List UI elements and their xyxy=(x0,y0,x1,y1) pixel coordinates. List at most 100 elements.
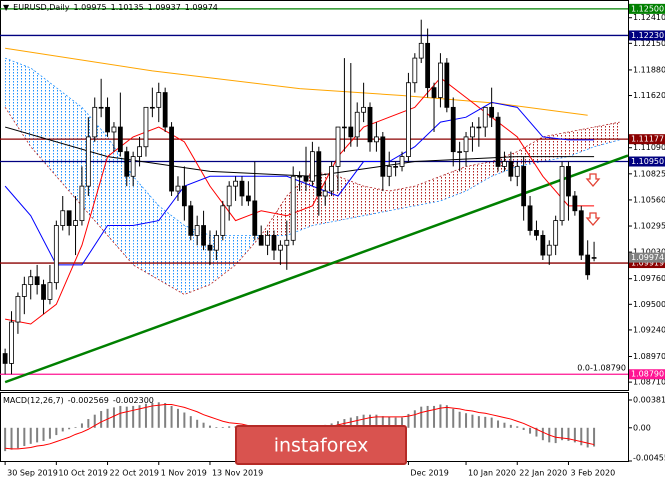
price-box-label: 1.12500 xyxy=(631,4,664,13)
x-tick-label: 1 Nov 2019 xyxy=(161,469,207,478)
candle-body xyxy=(553,220,559,246)
candle-body xyxy=(226,185,232,207)
candle-body xyxy=(591,257,597,259)
candle-body xyxy=(169,126,174,192)
price-box-label: 1.09919 xyxy=(631,259,664,268)
candle-body xyxy=(380,136,386,177)
y-tick-label: 1.11090 xyxy=(633,143,665,152)
candle-body xyxy=(342,126,347,129)
price-box-label: 1.09974 xyxy=(631,253,664,262)
candle-body xyxy=(105,106,110,133)
candle-body xyxy=(290,175,296,241)
candle-body xyxy=(335,126,341,167)
candle-body xyxy=(137,146,142,157)
candle-body xyxy=(252,200,258,236)
cloud-layer xyxy=(4,57,620,295)
candle-body xyxy=(412,57,418,84)
candle-body xyxy=(521,166,527,207)
candle-body xyxy=(60,210,66,226)
x-tick-label: 30 Sep 2019 xyxy=(7,469,58,478)
candle-body xyxy=(354,111,360,138)
price-box xyxy=(629,369,665,380)
y-tick-label: 1.10825 xyxy=(633,169,665,178)
candle-body xyxy=(245,195,251,202)
candle-body xyxy=(393,166,399,168)
indicator-line xyxy=(5,47,588,116)
macd-title: MACD(12,26,7) xyxy=(3,396,64,405)
x-tick-label: 10 Oct 2019 xyxy=(58,469,107,478)
candle-body xyxy=(21,284,27,297)
candle-body xyxy=(470,126,475,138)
candle-body xyxy=(489,106,495,118)
candle-body xyxy=(367,106,373,143)
macd-y-tick-label: 0.003815 xyxy=(633,395,665,404)
header: ▼ EURUSD,Daily 1.09975 1.10135 1.09937 1… xyxy=(3,3,218,12)
candle-body xyxy=(188,205,194,236)
candle-body xyxy=(277,244,283,251)
cloud-segment xyxy=(414,176,441,206)
candle-body xyxy=(418,42,424,59)
candle-body xyxy=(98,106,104,109)
y-tick-label: 1.08710 xyxy=(633,378,665,387)
candle-body xyxy=(482,106,488,128)
cloud-segment xyxy=(56,87,82,206)
macd-signal: -0.002300 xyxy=(112,396,154,405)
candle-body xyxy=(239,180,245,197)
cloud-segment xyxy=(133,176,159,280)
lines-layer xyxy=(0,8,629,452)
candle-body xyxy=(374,136,379,143)
candle-body xyxy=(572,195,578,212)
x-tick-label: 10 Jan 2020 xyxy=(468,469,516,478)
candle-body xyxy=(322,190,328,197)
y-tick-label: 1.11880 xyxy=(633,65,665,74)
candle-body xyxy=(271,234,277,251)
candle-body xyxy=(34,276,40,286)
cloud-segment xyxy=(363,186,390,216)
fib-label: 0.0-1.08790 xyxy=(577,364,626,373)
header-close: 1.09974 xyxy=(184,3,218,12)
price-box xyxy=(629,30,665,41)
axis-layer: 1.12410 1.12150 1.11880 1.11620 1.11090 1.108… xyxy=(4,3,665,478)
main-frame xyxy=(0,0,629,391)
candle-body xyxy=(399,156,405,167)
candle-body xyxy=(162,92,168,128)
cloud-segment xyxy=(389,186,415,211)
candle-body xyxy=(156,92,162,108)
candle-body xyxy=(2,353,8,364)
candle-body xyxy=(566,166,571,197)
candle-body xyxy=(79,185,85,222)
candle-body xyxy=(9,321,14,364)
price-box-label: 1.08790 xyxy=(631,370,664,379)
header-low: 1.09937 xyxy=(147,3,181,12)
candle-body xyxy=(559,166,565,222)
candle-body xyxy=(585,254,591,276)
x-tick-label: 22 Oct 2019 xyxy=(110,469,159,478)
x-tick-label: Dec 2019 xyxy=(410,469,448,478)
candle-body xyxy=(66,210,72,226)
candle-body xyxy=(265,234,270,246)
candle-body xyxy=(92,106,98,138)
x-tick-label: 13 Nov 2019 xyxy=(212,469,263,478)
candle-body xyxy=(220,205,226,236)
x-tick-label: 22 Jan 2020 xyxy=(519,469,567,478)
y-tick-label: 1.09500 xyxy=(633,300,665,309)
price-box-label: 1.12230 xyxy=(631,31,664,40)
candle-body xyxy=(73,220,78,226)
candle-body xyxy=(41,284,46,300)
y-tick-label: 1.10560 xyxy=(633,195,665,204)
macd-y-tick-label: -0.004556 xyxy=(633,454,665,463)
price-box-label: 1.10950 xyxy=(631,157,664,166)
candle-body xyxy=(502,161,507,167)
cloud-span xyxy=(4,107,620,295)
candle-body xyxy=(514,166,520,177)
candle-body xyxy=(476,126,482,129)
cloud-segment xyxy=(440,166,467,201)
candle-body xyxy=(527,205,533,231)
y-tick-label: 1.10295 xyxy=(633,222,665,231)
candles-layer xyxy=(2,19,597,375)
price-box xyxy=(629,156,665,167)
cloud-segment xyxy=(5,58,31,147)
y-tick-label: 1.12410 xyxy=(633,13,665,22)
